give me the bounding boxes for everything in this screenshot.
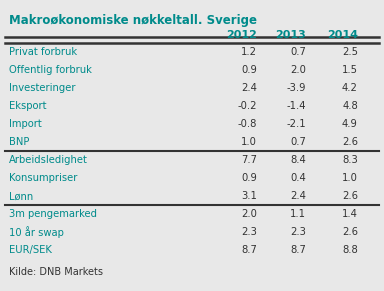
- Text: Eksport: Eksport: [9, 101, 46, 111]
- Text: Kilde: DNB Markets: Kilde: DNB Markets: [9, 267, 103, 277]
- Text: 1.5: 1.5: [342, 65, 358, 75]
- Text: 4.8: 4.8: [342, 101, 358, 111]
- Text: 0.9: 0.9: [241, 65, 257, 75]
- Text: 0.4: 0.4: [291, 173, 306, 183]
- Text: 2013: 2013: [276, 29, 306, 40]
- Text: 3m pengemarked: 3m pengemarked: [9, 209, 97, 219]
- Text: BNP: BNP: [9, 137, 30, 147]
- Text: 8.4: 8.4: [291, 155, 306, 165]
- Text: 2.6: 2.6: [342, 227, 358, 237]
- Text: Konsumpriser: Konsumpriser: [9, 173, 78, 183]
- Text: 2012: 2012: [226, 29, 257, 40]
- Text: EUR/SEK: EUR/SEK: [9, 245, 52, 255]
- Text: Arbeidsledighet: Arbeidsledighet: [9, 155, 88, 165]
- Text: 1.0: 1.0: [342, 173, 358, 183]
- Text: 4.9: 4.9: [342, 119, 358, 129]
- Text: 8.7: 8.7: [290, 245, 306, 255]
- Text: 2.3: 2.3: [290, 227, 306, 237]
- Text: 3.1: 3.1: [241, 191, 257, 201]
- Text: 2.5: 2.5: [342, 47, 358, 57]
- Text: -0.8: -0.8: [237, 119, 257, 129]
- Text: 7.7: 7.7: [241, 155, 257, 165]
- Text: 8.3: 8.3: [342, 155, 358, 165]
- Text: 0.7: 0.7: [290, 47, 306, 57]
- Text: 0.7: 0.7: [290, 137, 306, 147]
- Text: 10 år swap: 10 år swap: [9, 226, 64, 238]
- Text: 2.6: 2.6: [342, 137, 358, 147]
- Text: 4.2: 4.2: [342, 83, 358, 93]
- Text: 2.4: 2.4: [241, 83, 257, 93]
- Text: 8.7: 8.7: [241, 245, 257, 255]
- Text: -3.9: -3.9: [287, 83, 306, 93]
- Text: 2014: 2014: [327, 29, 358, 40]
- Text: Offentlig forbruk: Offentlig forbruk: [9, 65, 92, 75]
- Text: 2.0: 2.0: [290, 65, 306, 75]
- Text: 1.1: 1.1: [290, 209, 306, 219]
- Text: Investeringer: Investeringer: [9, 83, 76, 93]
- Text: 8.8: 8.8: [342, 245, 358, 255]
- Text: -0.2: -0.2: [237, 101, 257, 111]
- Text: Makroøkonomiske nøkkeltall. Sverige: Makroøkonomiske nøkkeltall. Sverige: [9, 14, 257, 27]
- Text: 1.4: 1.4: [342, 209, 358, 219]
- Text: 1.2: 1.2: [241, 47, 257, 57]
- Text: -2.1: -2.1: [287, 119, 306, 129]
- Text: Privat forbruk: Privat forbruk: [9, 47, 77, 57]
- Text: 1.0: 1.0: [241, 137, 257, 147]
- Text: Import: Import: [9, 119, 42, 129]
- Text: 2.0: 2.0: [241, 209, 257, 219]
- Text: 2.3: 2.3: [241, 227, 257, 237]
- Text: 2.6: 2.6: [342, 191, 358, 201]
- Text: -1.4: -1.4: [287, 101, 306, 111]
- Text: 2.4: 2.4: [290, 191, 306, 201]
- Text: Lønn: Lønn: [9, 191, 33, 201]
- Text: 0.9: 0.9: [241, 173, 257, 183]
